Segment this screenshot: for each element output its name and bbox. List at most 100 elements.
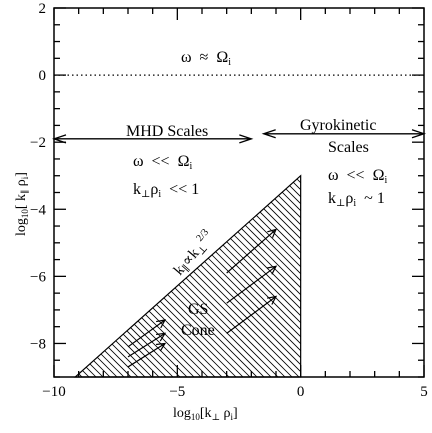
y-tick-label: −4 — [30, 202, 46, 218]
hatch-line — [398, 0, 432, 433]
hatch-line — [75, 175, 272, 377]
axis-ticks — [53, 7, 425, 378]
hatch-line — [75, 175, 223, 377]
hatch-line — [370, 0, 432, 433]
hatch-line — [285, 175, 301, 377]
cascade-arrow-head — [267, 265, 278, 275]
hatch-line — [349, 0, 432, 433]
y-axis-label: log10[ k∥ ρi] — [14, 172, 30, 236]
y-tick-label: 2 — [39, 1, 47, 17]
label-gyrokinetic: Gyrokinetic — [300, 117, 376, 134]
hatch-line — [328, 0, 432, 433]
x-axis-label: log10[k⊥ ρi] — [173, 406, 238, 422]
hatch-line — [75, 175, 301, 377]
hatch-line — [405, 0, 432, 433]
hatch-line — [75, 175, 301, 377]
cascade-arrow-head — [155, 332, 167, 342]
hatch-line — [75, 175, 181, 377]
hatch-line — [75, 175, 97, 377]
hatch-line — [75, 175, 286, 377]
hatch-line — [82, 175, 301, 377]
hatch-line — [75, 175, 301, 377]
hatch-line — [75, 175, 258, 377]
hatch-line — [335, 0, 432, 433]
hatch-line — [75, 175, 301, 377]
hatch-line — [117, 175, 301, 377]
hatch-line — [75, 175, 301, 377]
hatch-line — [229, 175, 301, 377]
hatch-line — [299, 175, 301, 377]
hatch-line — [75, 175, 195, 377]
hatch-line — [271, 175, 301, 377]
hatch-line — [75, 175, 125, 377]
hatch-line — [236, 175, 301, 377]
hatch-line — [342, 0, 432, 433]
y-tick-label: −8 — [30, 336, 46, 352]
hatch-line — [208, 175, 301, 377]
hatch-line — [75, 175, 244, 377]
hatch-line — [75, 175, 301, 377]
hatch-line — [75, 175, 230, 377]
hatch-line — [391, 0, 432, 433]
hatch-line — [89, 175, 301, 377]
hatch-line — [75, 175, 279, 377]
hatch-line — [363, 0, 432, 433]
hatch-line — [75, 175, 216, 377]
hatch-line — [307, 0, 432, 433]
cascade-arrow — [127, 319, 166, 348]
hatch-line — [75, 175, 301, 377]
hatch-line — [314, 0, 432, 433]
hatch-line — [257, 175, 301, 377]
mhd-condition-k: k⊥ρi << 1 — [133, 181, 199, 200]
hatch-line — [75, 175, 265, 377]
x-tick-label: −5 — [169, 384, 185, 400]
hatch-line — [412, 0, 432, 433]
cascade-arrow — [127, 342, 166, 368]
hatch-line — [75, 175, 237, 377]
y-tick-label: −2 — [30, 135, 46, 151]
cascade-arrow — [226, 296, 277, 334]
cone-label-gs: GS — [188, 301, 208, 318]
gyro-condition-omega: ω << Ωi — [328, 167, 387, 186]
gs-cone-region — [73, 174, 302, 378]
x-tick-label: 0 — [297, 384, 305, 400]
hatch-line — [75, 175, 209, 377]
cascade-arrow-head — [267, 295, 278, 305]
x-tick-label: −10 — [42, 384, 65, 400]
cascade-arrows — [127, 228, 278, 368]
hatch-line — [75, 175, 301, 377]
cascade-arrow-head — [156, 319, 167, 329]
label-scales: Scales — [328, 139, 369, 156]
cascade-arrow-head — [155, 342, 167, 352]
arrow-head — [239, 134, 254, 144]
cascade-arrow — [226, 228, 277, 274]
hatch-line — [201, 175, 301, 377]
label-mhd-scales: MHD Scales — [126, 123, 208, 140]
hatch-line — [384, 0, 432, 433]
cone-label-cone: Cone — [181, 322, 215, 339]
y-tick-label: 0 — [39, 68, 47, 84]
hatch-line — [103, 175, 301, 377]
gyro-condition-k: k⊥ρi ~ 1 — [328, 190, 385, 209]
hatch-line — [321, 0, 432, 433]
hatch-line — [243, 175, 301, 377]
hatch-line — [75, 175, 188, 377]
axis-tick-labels: −10 −5 0 5 2 0 −2 −4 −6 −8 — [30, 1, 428, 400]
cascade-arrow — [127, 332, 166, 358]
hatch-line — [278, 175, 301, 377]
hatch-line — [75, 175, 251, 377]
hatch-line — [75, 175, 118, 377]
hatch-line — [356, 0, 432, 433]
mhd-condition-omega: ω << Ωi — [133, 153, 192, 172]
arrow-head — [261, 129, 276, 139]
hatch-line — [426, 0, 432, 433]
cascade-arrow — [226, 265, 277, 304]
cascade-arrow-head — [267, 228, 278, 238]
hatch-line — [419, 0, 432, 433]
y-tick-label: −6 — [30, 269, 46, 285]
x-tick-label: 5 — [420, 384, 428, 400]
hatch-line — [75, 175, 301, 377]
hatch-line — [75, 175, 301, 377]
hatch-line — [75, 175, 174, 377]
